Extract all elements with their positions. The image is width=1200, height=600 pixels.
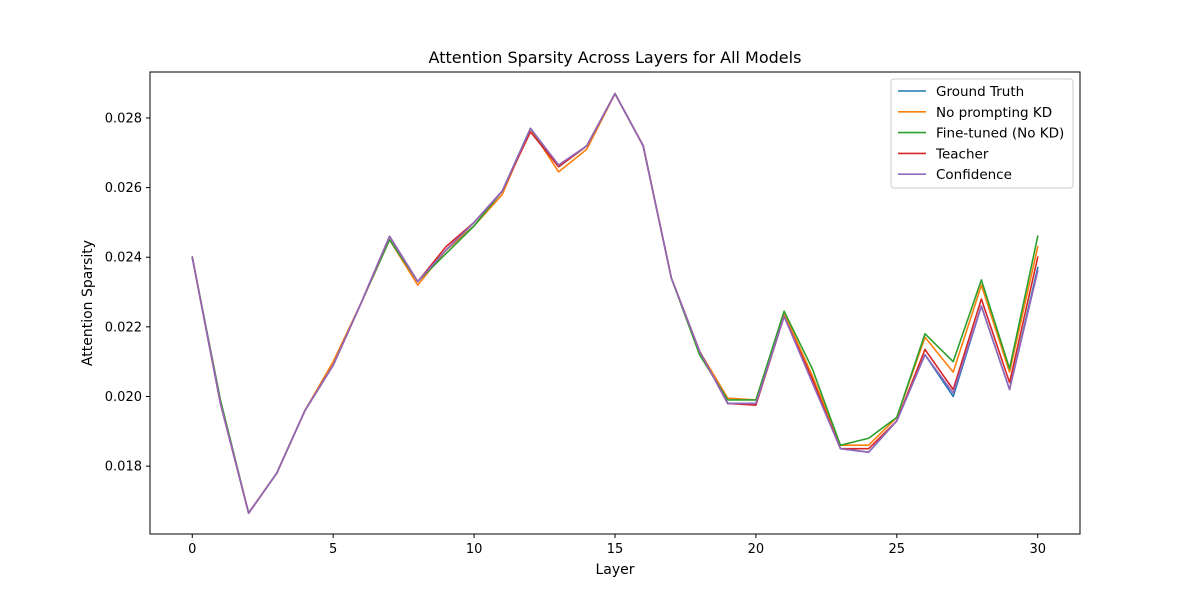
y-tick-label: 0.018 <box>105 460 142 475</box>
legend-label: Fine-tuned (No KD) <box>936 126 1064 142</box>
y-axis: 0.018 0.020 0.022 0.024 0.026 0.028 <box>105 111 150 475</box>
y-tick-label: 0.026 <box>105 181 142 196</box>
legend-label: Confidence <box>936 167 1012 183</box>
chart-title: Attention Sparsity Across Layers for All… <box>429 48 802 67</box>
series-line-confidence <box>191 92 1039 514</box>
y-tick-label: 0.024 <box>105 251 142 266</box>
legend: Ground Truth No prompting KD Fine-tuned (N… <box>890 78 1074 189</box>
y-axis-label: Attention Sparsity <box>80 240 96 366</box>
x-tick-label: 10 <box>466 542 483 557</box>
legend-label: Ground Truth <box>936 84 1024 100</box>
x-tick-label: 5 <box>329 542 337 557</box>
x-tick-label: 30 <box>1029 542 1046 557</box>
plot-lines <box>191 92 1039 514</box>
legend-label: No prompting KD <box>936 105 1052 121</box>
legend-label: Teacher <box>935 146 989 162</box>
y-tick-label: 0.028 <box>105 111 142 126</box>
x-axis-label: Layer <box>595 562 634 578</box>
x-tick-label: 15 <box>607 542 624 557</box>
x-tick-label: 0 <box>188 542 196 557</box>
legend-box <box>890 78 1074 189</box>
y-tick-label: 0.022 <box>105 320 142 335</box>
x-axis: 0 5 10 15 20 25 30 <box>188 534 1046 557</box>
x-tick-label: 25 <box>889 542 906 557</box>
x-tick-label: 20 <box>748 542 765 557</box>
y-tick-label: 0.020 <box>105 390 142 405</box>
